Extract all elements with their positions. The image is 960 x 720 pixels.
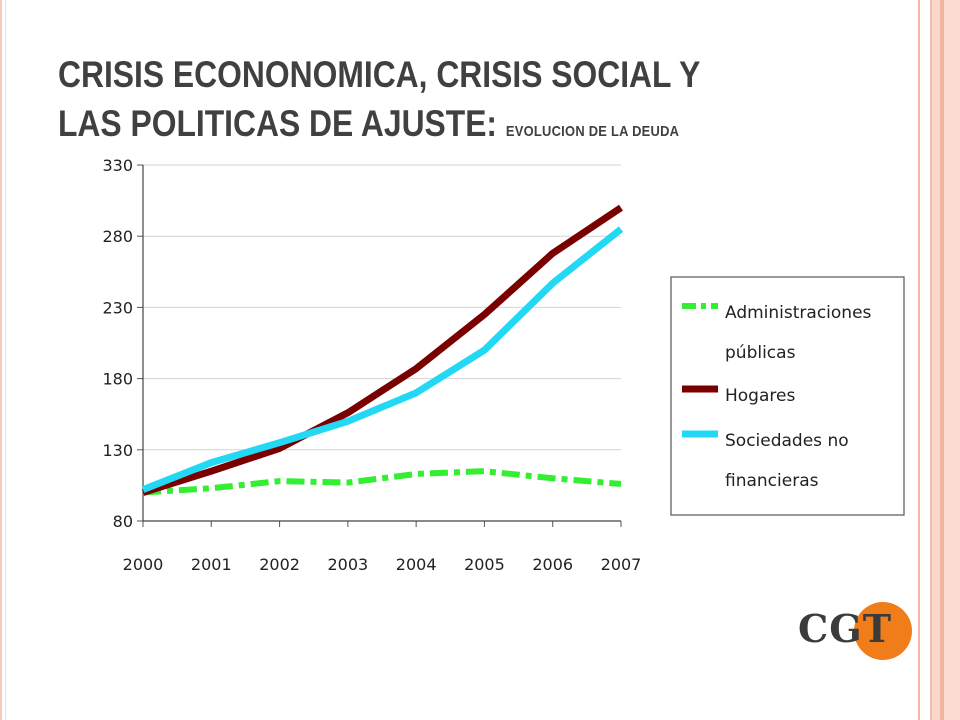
- slide-border-right: [916, 0, 960, 720]
- legend-label-2: financieras: [725, 471, 819, 491]
- logo-circle: [854, 602, 912, 660]
- chart-legend: Administraciones públicas Hogares Sociedade…: [670, 276, 905, 516]
- chart-axes: 330 280 230 180 130 80 2000 2001 2002 2003 2004 200…: [102, 156, 641, 574]
- title-line-2-main: LAS POLITICAS DE AJUSTE:: [58, 103, 498, 144]
- x-tick-label: 2006: [532, 555, 573, 574]
- x-tick-label: 2004: [396, 555, 437, 574]
- x-tick-label: 2002: [259, 555, 300, 574]
- y-tick-label: 230: [102, 298, 133, 317]
- legend-label-0: públicas: [725, 343, 796, 363]
- y-tick-label: 280: [102, 227, 133, 246]
- legend-label-1: Hogares: [725, 386, 795, 406]
- y-tick-label: 80: [113, 512, 133, 531]
- slide-title: CRISIS ECONONOMICA, CRISIS SOCIAL Y LAS …: [58, 50, 763, 156]
- x-tick-label: 2005: [464, 555, 505, 574]
- cgt-logo: CGT: [798, 600, 918, 660]
- x-tick-label: 2000: [123, 555, 164, 574]
- series-line-2: [141, 226, 624, 493]
- legend-box: [670, 276, 905, 516]
- logo-text: CGT: [798, 606, 892, 651]
- chart-series: [141, 204, 624, 496]
- legend-label-0: Administraciones: [725, 303, 872, 323]
- slide-border-left: [0, 0, 8, 720]
- x-tick-label: 2007: [601, 555, 642, 574]
- y-tick-label: 330: [102, 156, 133, 175]
- y-tick-label: 130: [102, 441, 133, 460]
- title-line-1: CRISIS ECONONOMICA, CRISIS SOCIAL Y: [58, 54, 701, 95]
- x-tick-label: 2001: [191, 555, 232, 574]
- y-tick-label: 180: [102, 370, 133, 389]
- series-line-0: [142, 468, 622, 496]
- title-subtitle: EVOLUCION DE LA DEUDA: [505, 123, 680, 140]
- x-tick-label: 2003: [327, 555, 368, 574]
- title-line-2: LAS POLITICAS DE AJUSTE: EVOLUCION DE LA…: [58, 99, 763, 156]
- series-line-1: [141, 204, 623, 496]
- legend-label-2: Sociedades no: [725, 431, 849, 451]
